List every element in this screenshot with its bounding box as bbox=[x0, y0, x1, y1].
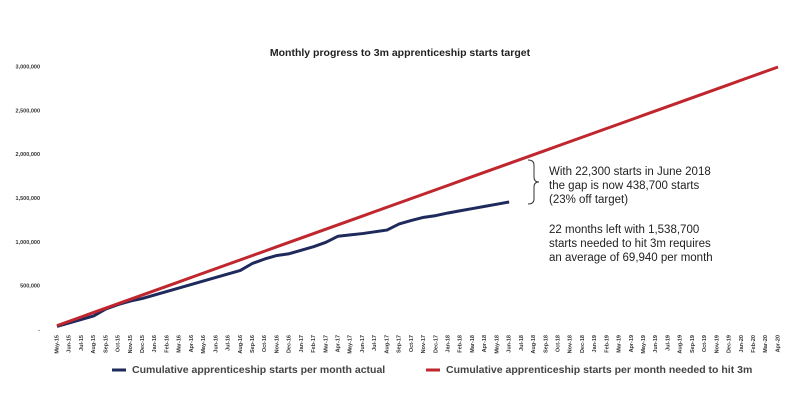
x-tick-label: Jun-16 bbox=[213, 335, 219, 353]
x-tick-label: Mar-17 bbox=[323, 335, 329, 353]
x-tick-label: Aug-18 bbox=[531, 335, 537, 354]
y-tick-label: 2,500,000 bbox=[16, 108, 40, 114]
series-line bbox=[56, 65, 779, 328]
x-tick-label: Nov-16 bbox=[274, 335, 280, 353]
x-tick-label: Jul-19 bbox=[665, 335, 671, 351]
x-tick-label: Dec-18 bbox=[580, 335, 586, 353]
series-line bbox=[56, 200, 510, 328]
x-tick-label: Feb-16 bbox=[164, 335, 170, 353]
x-tick-label: Feb-19 bbox=[604, 335, 610, 353]
x-tick-label: May-18 bbox=[494, 335, 500, 354]
x-tick-label: Jan-16 bbox=[152, 335, 158, 352]
x-tick-label: Sep-18 bbox=[543, 335, 549, 353]
x-tick-label: Jun-15 bbox=[67, 335, 73, 353]
x-tick-label: Sep-16 bbox=[250, 335, 256, 353]
legend-label: Cumulative apprenticeship starts per mon… bbox=[446, 364, 752, 376]
x-tick-label: Oct-16 bbox=[262, 335, 268, 352]
x-tick-label: Jun-18 bbox=[507, 335, 513, 353]
x-tick-label: Apr-18 bbox=[482, 335, 488, 352]
x-tick-label: Oct-17 bbox=[409, 335, 415, 352]
x-tick-label: Aug-17 bbox=[384, 335, 390, 354]
x-tick-label: Jan-20 bbox=[739, 335, 745, 352]
x-tick-label: Nov-19 bbox=[714, 335, 720, 353]
x-tick-label: Apr-20 bbox=[775, 335, 781, 352]
x-tick-label: Dec-15 bbox=[140, 335, 146, 353]
legend-label: Cumulative apprenticeship starts per mon… bbox=[132, 364, 385, 376]
y-tick-label: 1,500,000 bbox=[16, 196, 40, 202]
x-tick-label: May-16 bbox=[201, 335, 207, 354]
x-tick-label: Jul-17 bbox=[372, 335, 378, 351]
annotation: (23% off target) bbox=[549, 194, 628, 206]
x-tick-label: Nov-17 bbox=[421, 335, 427, 353]
annotation: starts needed to hit 3m requires bbox=[549, 238, 711, 250]
x-tick-label: Oct-19 bbox=[702, 335, 708, 352]
x-tick-label: Jan-17 bbox=[299, 335, 305, 352]
x-tick-label: Aug-16 bbox=[238, 335, 244, 354]
x-tick-label: Dec-16 bbox=[287, 335, 293, 353]
x-tick-label: Jun-19 bbox=[653, 335, 659, 353]
y-tick-label: 500,000 bbox=[20, 284, 40, 290]
annotation: an average of 69,940 per month bbox=[549, 252, 713, 264]
annotation: the gap is now 438,700 starts bbox=[549, 180, 699, 192]
x-tick-label: Nov-18 bbox=[568, 335, 574, 353]
x-tick-label: Jul-18 bbox=[519, 335, 525, 351]
x-tick-label: Sep-15 bbox=[103, 335, 109, 353]
x-tick-label: Mar-18 bbox=[470, 335, 476, 353]
y-tick-label: 1,000,000 bbox=[16, 240, 40, 246]
x-tick-label: Jul-16 bbox=[226, 335, 232, 351]
x-tick-label: Jun-17 bbox=[360, 335, 366, 353]
y-tick-label: - bbox=[38, 327, 40, 333]
brace bbox=[527, 159, 540, 205]
annotation: 22 months left with 1,538,700 bbox=[549, 224, 699, 236]
x-tick-label: Oct-18 bbox=[555, 335, 561, 352]
y-tick-label: 3,000,000 bbox=[16, 64, 40, 70]
x-tick-label: Sep-19 bbox=[690, 335, 696, 353]
x-tick-label: Apr-17 bbox=[336, 335, 342, 352]
x-tick-label: Oct-15 bbox=[116, 335, 122, 352]
x-tick-label: Feb-18 bbox=[458, 335, 464, 353]
x-tick-label: Aug-19 bbox=[678, 335, 684, 354]
x-tick-label: Mar-19 bbox=[617, 335, 623, 353]
x-tick-label: May-19 bbox=[641, 335, 647, 354]
x-tick-label: Feb-20 bbox=[751, 335, 757, 353]
x-tick-label: Dec-17 bbox=[433, 335, 439, 353]
x-tick-label: Apr-19 bbox=[629, 335, 635, 352]
x-tick-label: Mar-20 bbox=[763, 335, 769, 353]
x-tick-label: Nov-15 bbox=[128, 335, 134, 353]
chart-title: Monthly progress to 3m apprenticeship st… bbox=[270, 47, 531, 59]
y-tick-label: 2,000,000 bbox=[16, 152, 40, 158]
annotation: With 22,300 starts in June 2018 bbox=[549, 166, 711, 178]
x-tick-label: Aug-15 bbox=[91, 335, 97, 354]
x-tick-label: Jul-15 bbox=[79, 335, 85, 351]
x-tick-label: May-15 bbox=[54, 335, 60, 354]
x-tick-label: Feb-17 bbox=[311, 335, 317, 353]
x-tick-label: May-17 bbox=[348, 335, 354, 354]
x-tick-label: Jan-19 bbox=[592, 335, 598, 352]
x-tick-label: Dec-19 bbox=[727, 335, 733, 353]
x-tick-label: Mar-16 bbox=[177, 335, 183, 353]
x-tick-label: Apr-16 bbox=[189, 335, 195, 352]
x-tick-label: Sep-17 bbox=[397, 335, 403, 353]
x-tick-label: Jan-18 bbox=[446, 335, 452, 352]
